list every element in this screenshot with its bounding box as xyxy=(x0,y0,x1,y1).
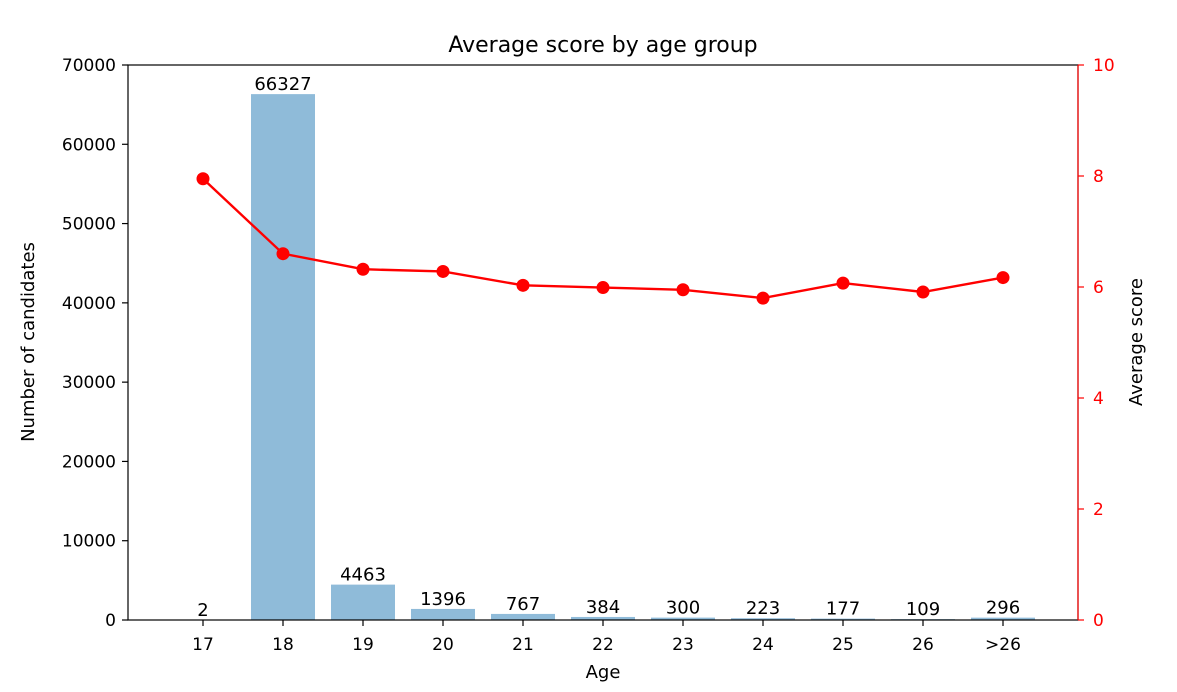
bar-8 xyxy=(811,618,875,620)
bar-data-label-1: 66327 xyxy=(254,74,311,95)
right-tick-label-5: 10 xyxy=(1093,56,1115,76)
x-tick-label-0: 17 xyxy=(192,635,214,655)
bar-labels-layer: 2 66327 4463 1396 767 384 300 223 177 109 296 xyxy=(197,74,1020,621)
right-tick-label-4: 8 xyxy=(1093,167,1104,187)
bar-data-label-7: 223 xyxy=(746,598,780,619)
score-line-layer xyxy=(196,172,1010,305)
left-tick-label-2: 20000 xyxy=(62,452,116,472)
bar-data-label-4: 767 xyxy=(506,594,540,615)
score-point-2 xyxy=(356,262,370,276)
left-tick-label-7: 70000 xyxy=(62,56,116,76)
score-point-3 xyxy=(436,264,450,278)
score-point-9 xyxy=(916,285,930,299)
left-tick-label-1: 10000 xyxy=(62,532,116,552)
x-axis: 17 18 19 20 21 22 23 24 25 26 >26 xyxy=(192,620,1021,655)
x-tick-label-10: >26 xyxy=(985,635,1021,655)
y-axis-label-left: Number of candidates xyxy=(18,242,39,442)
bar-data-label-3: 1396 xyxy=(420,589,466,610)
left-tick-label-4: 40000 xyxy=(62,294,116,314)
score-point-4 xyxy=(516,278,530,292)
x-tick-label-3: 20 xyxy=(432,635,454,655)
score-point-5 xyxy=(596,281,610,295)
bar-10 xyxy=(971,617,1035,620)
x-tick-label-8: 25 xyxy=(832,635,854,655)
bar-data-label-10: 296 xyxy=(986,598,1020,619)
left-axis: 0 10000 20000 30000 40000 50000 60000 70000 xyxy=(62,56,128,631)
bar-2 xyxy=(331,584,395,620)
score-point-10 xyxy=(996,271,1010,285)
left-tick-label-6: 60000 xyxy=(62,135,116,155)
left-tick-label-5: 50000 xyxy=(62,215,116,235)
score-point-7 xyxy=(756,291,770,305)
left-tick-label-0: 0 xyxy=(105,611,116,631)
x-tick-label-7: 24 xyxy=(752,635,774,655)
bar-3 xyxy=(411,608,475,620)
score-point-8 xyxy=(836,276,850,290)
right-axis: 0 2 4 6 8 10 xyxy=(1077,56,1115,631)
x-tick-label-6: 23 xyxy=(672,635,694,655)
x-tick-label-2: 19 xyxy=(352,635,374,655)
bars-layer xyxy=(171,94,1035,620)
x-axis-label: Age xyxy=(586,662,621,683)
x-tick-label-9: 26 xyxy=(912,635,934,655)
right-tick-label-3: 6 xyxy=(1093,278,1104,298)
y-axis-label-right: Average score xyxy=(1126,278,1147,406)
left-tick-label-3: 30000 xyxy=(62,373,116,393)
x-tick-label-5: 22 xyxy=(592,635,614,655)
bar-7 xyxy=(731,618,795,620)
bar-data-label-9: 109 xyxy=(906,599,940,620)
bar-data-label-5: 384 xyxy=(586,597,620,618)
chart-title: Average score by age group xyxy=(448,33,757,58)
right-tick-label-1: 2 xyxy=(1093,500,1104,520)
bar-data-label-0: 2 xyxy=(197,600,208,621)
right-tick-label-0: 0 xyxy=(1093,611,1104,631)
bar-data-label-8: 177 xyxy=(826,599,860,620)
bar-data-label-6: 300 xyxy=(666,598,700,619)
bar-data-label-2: 4463 xyxy=(340,565,386,586)
bar-5 xyxy=(571,616,635,620)
score-point-1 xyxy=(276,247,290,261)
bar-6 xyxy=(651,617,715,620)
x-tick-label-1: 18 xyxy=(272,635,294,655)
bar-4 xyxy=(491,613,555,620)
right-tick-label-2: 4 xyxy=(1093,389,1104,409)
score-point-6 xyxy=(676,283,690,297)
x-tick-label-4: 21 xyxy=(512,635,534,655)
bar-1 xyxy=(251,94,315,620)
score-point-0 xyxy=(196,172,210,186)
